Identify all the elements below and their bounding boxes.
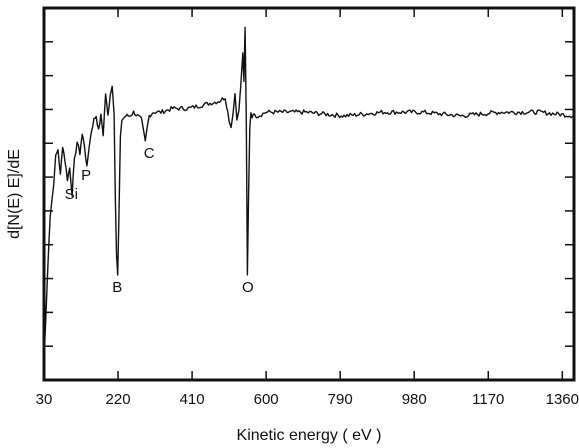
peak-label-si: Si — [65, 186, 78, 203]
peak-label-c: C — [144, 145, 155, 162]
x-tick-label: 410 — [180, 391, 205, 408]
x-tick-label: 1170 — [472, 391, 504, 408]
spectrum-line — [43, 26, 575, 358]
x-tick-label: 980 — [402, 391, 427, 408]
y-axis-ticks — [44, 41, 574, 347]
y-axis-label: d[N(E) E]/dE — [6, 149, 23, 239]
peak-label-p: P — [81, 167, 91, 184]
x-tick-label: 220 — [106, 391, 131, 408]
x-tick-label: 790 — [328, 391, 353, 408]
x-tick-label: 30 — [36, 391, 53, 408]
x-axis-ticks: 30 220 410 600 790 980 1170 1360 — [36, 8, 579, 408]
x-axis-label: Kinetic energy ( eV ) — [237, 427, 382, 444]
peak-label-o: O — [242, 279, 254, 296]
x-tick-label: 1360 — [546, 391, 579, 408]
peak-annotations: SiP B C O — [65, 145, 254, 296]
peak-label-b: B — [112, 279, 122, 296]
x-tick-label: 600 — [254, 391, 279, 408]
plot-frame — [42, 6, 576, 382]
